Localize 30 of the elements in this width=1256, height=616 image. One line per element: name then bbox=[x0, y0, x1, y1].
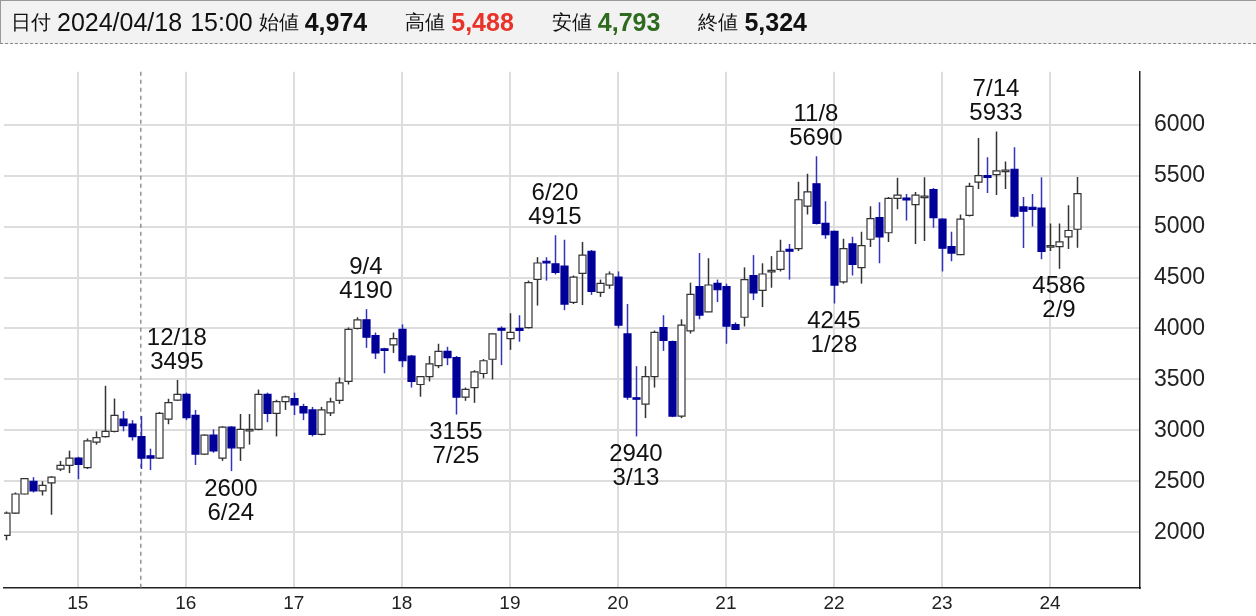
x-tick-label: 18 bbox=[391, 591, 413, 613]
annotation: 11/8 5690 bbox=[789, 98, 843, 150]
y-tick-label: 5500 bbox=[1154, 161, 1206, 188]
annotation: 2600 6/24 bbox=[204, 473, 258, 525]
y-tick-label: 3500 bbox=[1154, 364, 1206, 391]
x-tick-label: 15 bbox=[67, 591, 89, 613]
annotation: 7/14 5933 bbox=[969, 74, 1023, 126]
y-tick-label: 4500 bbox=[1154, 262, 1206, 289]
x-tick-label: 22 bbox=[823, 591, 845, 613]
annotation: 2940 3/13 bbox=[609, 439, 663, 491]
annotation: 3155 7/25 bbox=[429, 417, 483, 469]
y-tick-label: 2000 bbox=[1154, 517, 1206, 544]
y-tick-label: 4000 bbox=[1154, 313, 1206, 340]
y-tick-label: 6000 bbox=[1154, 110, 1206, 137]
chart-title: 日付 2024/04/18 15:00 始値 4,974 高値 5,488 安値 4,793 終値 5,324 bbox=[11, 7, 807, 36]
annotation: 6/20 4915 bbox=[528, 177, 582, 229]
x-tick-label: 24 bbox=[1039, 591, 1061, 613]
x-tick-label: 19 bbox=[499, 591, 521, 613]
x-tick-label: 17 bbox=[283, 591, 305, 613]
x-tick-label: 20 bbox=[607, 591, 629, 613]
annotation: 12/18 3495 bbox=[146, 322, 207, 374]
y-tick-label: 5000 bbox=[1154, 211, 1206, 238]
x-tick-label: 16 bbox=[175, 591, 197, 613]
annotation: 9/4 4190 bbox=[339, 251, 393, 303]
x-tick-label: 21 bbox=[715, 591, 737, 613]
y-tick-label: 3000 bbox=[1154, 415, 1206, 442]
annotation: 4245 1/28 bbox=[807, 306, 861, 358]
y-tick-label: 2500 bbox=[1154, 466, 1206, 493]
annotation: 4586 2/9 bbox=[1032, 271, 1086, 323]
x-tick-label: 23 bbox=[931, 591, 953, 613]
